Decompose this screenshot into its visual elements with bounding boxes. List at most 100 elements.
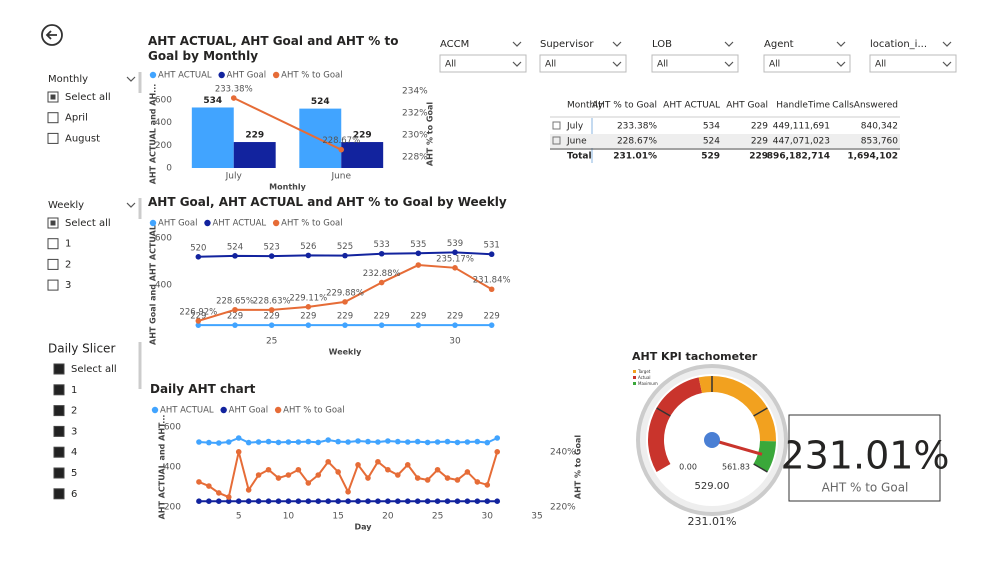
slicer-item[interactable]: August: [65, 133, 100, 144]
filter-dropdown[interactable]: [651, 54, 739, 73]
y-tick-label: 600: [155, 96, 172, 106]
checkbox[interactable]: [53, 446, 65, 458]
back-button[interactable]: [41, 24, 63, 46]
checkbox[interactable]: [53, 363, 65, 375]
back-circle[interactable]: [41, 24, 63, 46]
checkbox[interactable]: [47, 112, 59, 124]
expand-icon[interactable]: [552, 121, 561, 130]
x-tick-label: June: [330, 172, 351, 182]
slicer-item[interactable]: Select all: [65, 92, 111, 103]
point: [295, 498, 302, 505]
table-cell: 840,342: [861, 122, 898, 132]
slicer-item[interactable]: 1: [71, 385, 77, 396]
point: [325, 437, 332, 443]
slicer-item[interactable]: 1: [65, 239, 71, 250]
slicer-item[interactable]: Select all: [65, 218, 111, 229]
data-label: 228.67%: [322, 136, 360, 146]
point: [434, 498, 441, 505]
slicer-item[interactable]: Select all: [71, 364, 117, 375]
point: [195, 253, 202, 260]
point: [345, 489, 351, 495]
x-tick-label: 15: [332, 512, 343, 522]
point: [464, 469, 471, 475]
table-cell: AHT ACTUAL: [663, 101, 720, 111]
slicer-item[interactable]: 2: [65, 259, 71, 270]
data-label: 229: [353, 131, 372, 141]
filter-dropdown[interactable]: [869, 54, 957, 73]
table-cell: 896,182,714: [767, 152, 830, 162]
y-axis-title: AHT ACTUAL and AHT...: [158, 415, 167, 520]
checkbox[interactable]: [53, 425, 65, 437]
slicer-item[interactable]: 6: [71, 489, 77, 500]
chevron: [942, 61, 952, 67]
gauge-legend-label: Target: [637, 369, 651, 374]
data-label: 229: [447, 312, 463, 322]
slicer-item[interactable]: 2: [71, 406, 77, 417]
point: [315, 439, 322, 446]
point: [488, 322, 495, 328]
legend-swatch: [151, 406, 159, 414]
chevron: [126, 202, 136, 208]
x-tick-label: 20: [382, 512, 394, 522]
point: [216, 498, 222, 505]
filter-dropdown[interactable]: [763, 54, 851, 73]
data-label: 526: [300, 242, 316, 252]
point: [474, 438, 481, 445]
kpi-value: 231.01%: [780, 434, 949, 478]
point: [265, 466, 272, 473]
checkbox[interactable]: [47, 132, 59, 144]
chevron: [724, 41, 734, 47]
slicer-item[interactable]: 3: [65, 280, 71, 291]
table-cell: Monthly: [567, 101, 604, 111]
filter-dropdown[interactable]: [539, 54, 627, 73]
filter-dropdown[interactable]: [439, 54, 527, 73]
legend-swatch: [272, 71, 280, 79]
slicer-item[interactable]: 5: [71, 468, 77, 479]
filter-label: Agent: [764, 39, 794, 50]
point: [494, 449, 501, 455]
gauge-min: 0.00: [679, 463, 697, 472]
checkbox[interactable]: [53, 467, 65, 479]
table-cell: 853,760: [861, 137, 898, 147]
point: [285, 439, 292, 445]
checkbox-partial: [50, 220, 56, 226]
gauge-max: 561.83: [722, 463, 750, 472]
point: [355, 438, 361, 444]
point: [355, 498, 361, 505]
point: [268, 307, 275, 313]
y-tick-label: 0: [166, 164, 172, 174]
slicer-item[interactable]: 4: [71, 447, 77, 458]
filter-value: All: [445, 60, 456, 70]
x-axis-title: Day: [354, 523, 372, 532]
point: [395, 498, 401, 505]
data-label: 235.17%: [436, 254, 474, 264]
expand-icon[interactable]: [552, 136, 561, 145]
kpi-label: AHT % to Goal: [822, 481, 909, 495]
back-arrow[interactable]: [45, 30, 57, 40]
checkbox[interactable]: [47, 279, 59, 291]
filter-value: All: [657, 60, 668, 70]
slicer-item[interactable]: 3: [71, 426, 77, 437]
y-tick-label: 200: [164, 503, 181, 513]
point: [452, 249, 458, 256]
point: [335, 498, 341, 505]
checkbox[interactable]: [53, 384, 65, 396]
chevron: [612, 61, 622, 67]
point: [265, 438, 272, 445]
checkbox[interactable]: [53, 405, 65, 417]
checkbox[interactable]: [47, 258, 59, 270]
data-label: 534: [203, 96, 222, 106]
checkbox[interactable]: [53, 488, 65, 500]
point: [315, 472, 322, 478]
data-label: 233.38%: [215, 85, 253, 95]
table-cell: 529: [701, 152, 720, 162]
checkbox[interactable]: [47, 238, 59, 250]
data-label: 533: [374, 240, 390, 250]
series-line: [233, 97, 342, 151]
legend-label: AHT % to Goal: [281, 219, 342, 229]
point: [355, 461, 361, 468]
x-tick-label: 5: [236, 512, 242, 522]
table-cell: 229: [751, 122, 768, 132]
slicer-item[interactable]: April: [65, 113, 88, 124]
bar: [341, 142, 384, 168]
